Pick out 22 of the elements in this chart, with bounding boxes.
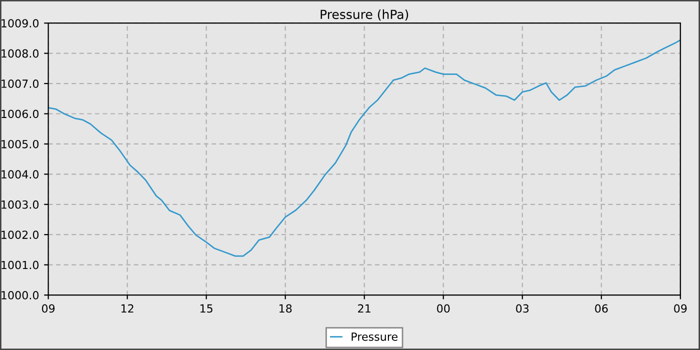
y-tick-label: 1009.0: [2, 19, 39, 28]
line-series: [48, 39, 680, 257]
x-tick-label: 12: [121, 304, 134, 313]
y-tick-label: 1008.0: [2, 49, 39, 58]
y-tick-label: 1000.0: [2, 291, 39, 300]
chart-title: Pressure (hPa): [320, 9, 408, 21]
y-tick-label: 1003.0: [2, 200, 39, 209]
x-tick-label: 21: [358, 304, 370, 313]
x-tick-label: 09: [42, 304, 55, 313]
x-tick-label: 15: [200, 304, 212, 313]
y-tick-label: 1006.0: [2, 110, 39, 118]
legend-label: Pressure: [352, 332, 398, 341]
y-tick-label: 1005.0: [2, 140, 39, 148]
y-tick-label: 1002.0: [2, 230, 39, 239]
x-tick-label: 00: [437, 304, 450, 313]
x-tick-label: 06: [595, 304, 608, 313]
y-tick-label: 1004.0: [2, 170, 39, 179]
x-tick-label: 18: [279, 304, 292, 313]
y-tick-label: 1007.0: [2, 80, 39, 88]
y-tick-label: 1001.0: [2, 260, 39, 270]
x-tick-label: 03: [516, 304, 529, 313]
x-tick-label: 09: [674, 304, 687, 313]
